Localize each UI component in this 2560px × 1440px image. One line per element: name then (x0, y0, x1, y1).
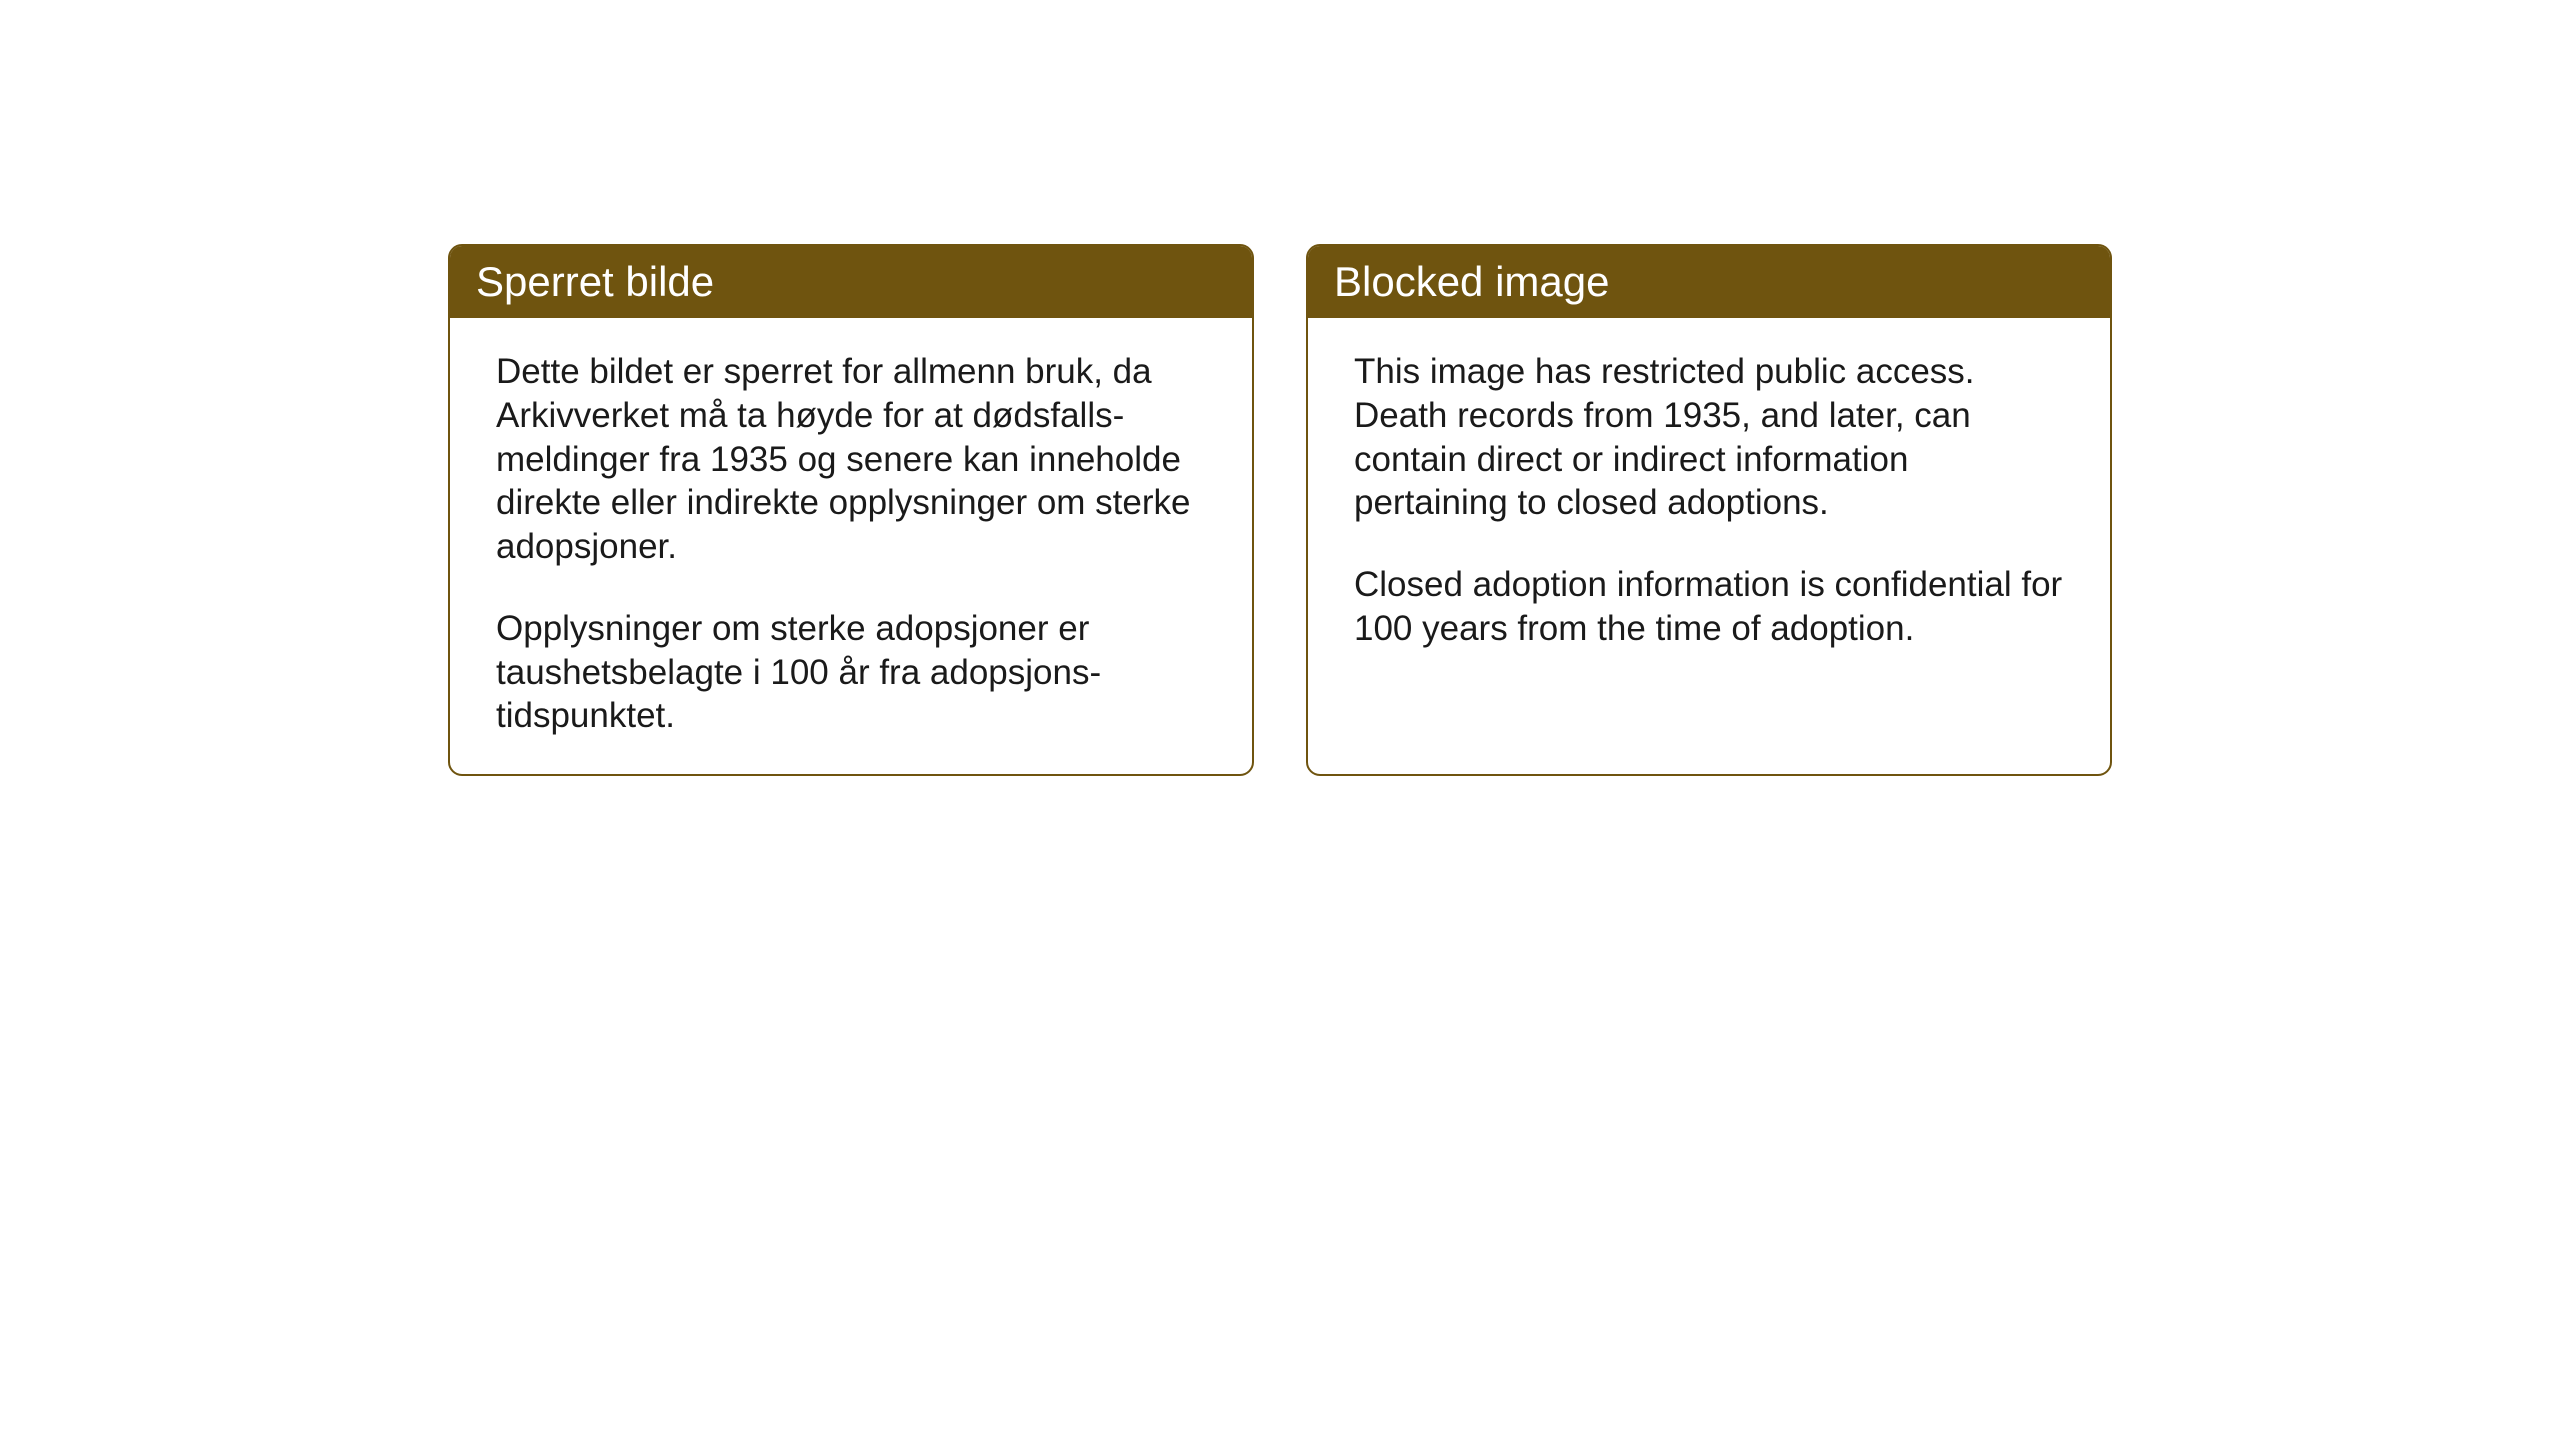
card-english-paragraph-2: Closed adoption information is confident… (1354, 563, 2064, 651)
card-norwegian-body: Dette bildet er sperret for allmenn bruk… (450, 318, 1252, 774)
card-english-title: Blocked image (1334, 258, 1609, 305)
card-norwegian-header: Sperret bilde (450, 246, 1252, 318)
card-english-header: Blocked image (1308, 246, 2110, 318)
card-english-body: This image has restricted public access.… (1308, 318, 2110, 760)
card-norwegian-paragraph-2: Opplysninger om sterke adopsjoner er tau… (496, 607, 1206, 738)
card-norwegian-paragraph-1: Dette bildet er sperret for allmenn bruk… (496, 350, 1206, 569)
card-norwegian: Sperret bilde Dette bildet er sperret fo… (448, 244, 1254, 776)
card-english-paragraph-1: This image has restricted public access.… (1354, 350, 2064, 525)
cards-container: Sperret bilde Dette bildet er sperret fo… (448, 244, 2112, 776)
card-english: Blocked image This image has restricted … (1306, 244, 2112, 776)
card-norwegian-title: Sperret bilde (476, 258, 714, 305)
